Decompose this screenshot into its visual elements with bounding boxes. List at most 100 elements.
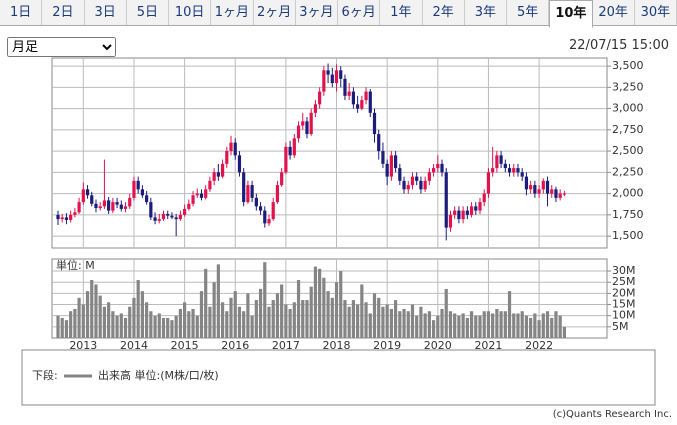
candle-body <box>402 180 406 190</box>
volume-bar <box>199 291 204 338</box>
period-select[interactable]: 月足 <box>7 37 116 57</box>
volume-bar <box>398 311 402 338</box>
candle-body <box>69 214 73 220</box>
candle-body <box>107 200 111 211</box>
x-tick-label: 2015 <box>171 339 199 352</box>
candle-body <box>478 202 482 211</box>
candle-body <box>85 189 90 196</box>
period-tab[interactable]: 30年 <box>635 0 677 25</box>
candle-body <box>102 200 107 207</box>
candle-body <box>491 168 495 173</box>
volume-bar <box>254 300 258 338</box>
price-panel <box>51 57 608 249</box>
volume-bar <box>394 300 398 338</box>
volume-bar <box>73 308 77 338</box>
volume-bar <box>436 315 440 338</box>
y-tick-label: 2,500 <box>612 144 644 157</box>
candle-body <box>313 104 318 113</box>
y-tick-label: 30M <box>612 264 636 277</box>
volume-bar <box>524 315 529 338</box>
volume-bar <box>195 315 199 338</box>
volume-bar <box>309 286 313 338</box>
period-tab[interactable]: 10年 <box>549 0 593 28</box>
y-tick-label: 1,500 <box>612 229 644 242</box>
period-tab[interactable]: 10日 <box>169 0 212 25</box>
candle-body <box>229 142 233 152</box>
x-tick-label: 2018 <box>323 339 351 352</box>
volume-bar <box>250 315 254 338</box>
period-tab[interactable]: 1年 <box>380 0 423 25</box>
candle-body <box>545 180 550 194</box>
volume-bar <box>157 313 161 338</box>
volume-bar <box>377 297 381 338</box>
candle-body <box>389 155 393 177</box>
candle-body <box>529 185 533 190</box>
candle-body <box>301 121 305 126</box>
x-tick-label: 2021 <box>474 339 502 352</box>
candle-body <box>161 213 166 220</box>
volume-bar <box>233 291 237 338</box>
period-tab[interactable]: 3日 <box>85 0 127 25</box>
volume-bar <box>263 262 267 338</box>
y-tick-label: 10M <box>612 309 636 322</box>
volume-bar <box>98 295 102 338</box>
candle-body <box>381 151 385 164</box>
y-tick-label: 2,750 <box>612 123 644 136</box>
candle-body <box>524 176 529 190</box>
period-tab[interactable]: 2年 <box>423 0 465 25</box>
candle-body <box>94 203 98 209</box>
candle-body <box>288 146 292 156</box>
volume-bar <box>107 302 111 338</box>
volume-bar <box>229 297 233 338</box>
footer: (c)Quants Research Inc. <box>553 409 672 420</box>
period-tab[interactable]: 6ヶ月 <box>338 0 381 25</box>
candle-body <box>296 125 301 139</box>
volume-bar <box>56 315 60 338</box>
candle-body <box>250 185 254 198</box>
candle-body <box>465 210 469 215</box>
candle-body <box>453 210 457 215</box>
period-tab[interactable]: 5年 <box>507 0 550 25</box>
volume-bar <box>562 326 566 338</box>
volume-bar <box>204 268 208 338</box>
period-tab[interactable]: 20年 <box>593 0 635 25</box>
candle-body <box>166 213 170 216</box>
period-tab[interactable]: 2日 <box>42 0 85 25</box>
volume-bar <box>246 293 250 338</box>
volume-bar <box>284 304 288 338</box>
volume-bar <box>389 308 393 338</box>
candle-body <box>191 195 195 204</box>
candle-body <box>275 185 280 203</box>
candle-body <box>431 168 436 173</box>
volume-bar <box>111 311 115 338</box>
volume-bar <box>216 264 220 338</box>
candle-body <box>372 112 377 135</box>
volume-bar <box>457 315 461 338</box>
period-tab[interactable]: 3ヶ月 <box>296 0 338 25</box>
period-tab[interactable]: 1ヶ月 <box>211 0 254 25</box>
volume-bar <box>381 306 385 338</box>
candle-body <box>149 202 153 218</box>
volume-bar <box>94 284 98 338</box>
volume-bar <box>444 288 448 338</box>
period-tab[interactable]: 1日 <box>0 0 43 25</box>
volume-bar <box>102 306 107 338</box>
volume-bar <box>499 311 503 338</box>
candle-body <box>267 219 271 224</box>
period-tab[interactable]: 5日 <box>127 0 169 25</box>
candle-body <box>233 142 237 156</box>
volume-bar <box>292 302 296 338</box>
candle-body <box>183 208 187 215</box>
candle-body <box>64 217 69 220</box>
volume-bar <box>60 317 64 338</box>
volume-bar <box>343 300 347 338</box>
candle-body <box>503 163 507 169</box>
volume-bar <box>81 304 85 338</box>
volume-bar <box>69 311 73 338</box>
candle-body <box>204 189 208 198</box>
period-tab[interactable]: 3年 <box>465 0 507 25</box>
period-tab[interactable]: 2ヶ月 <box>254 0 296 25</box>
y-tick-label: 15M <box>612 298 636 311</box>
